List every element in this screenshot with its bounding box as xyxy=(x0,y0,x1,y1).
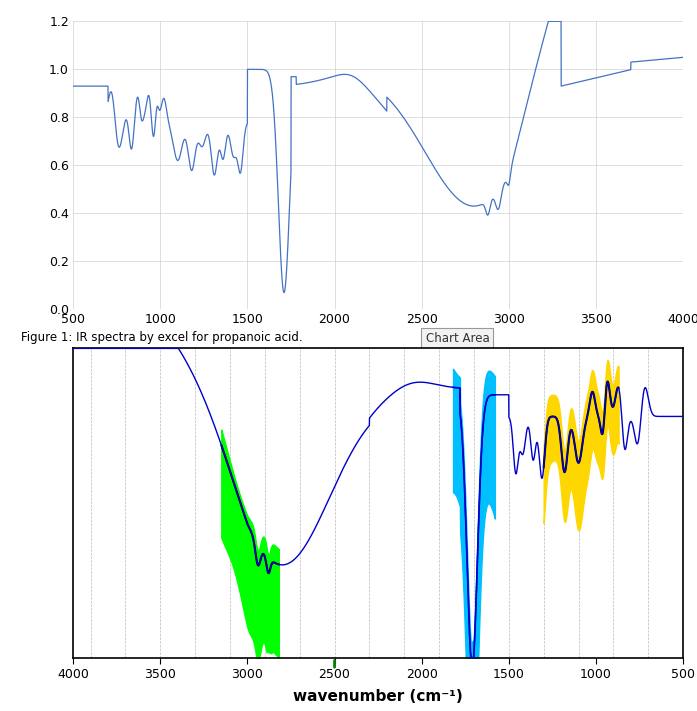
Text: Chart Area: Chart Area xyxy=(426,332,489,346)
Text: Figure 1: IR spectra by excel for propanoic acid.: Figure 1: IR spectra by excel for propan… xyxy=(21,331,302,343)
X-axis label: wavenumber (cm⁻¹): wavenumber (cm⁻¹) xyxy=(293,690,463,705)
